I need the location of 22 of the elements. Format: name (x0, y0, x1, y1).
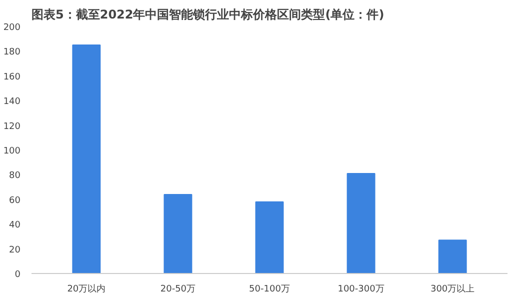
x-tick-label: 50-100万 (249, 284, 290, 294)
y-tick-label: 140 (3, 97, 21, 108)
y-tick-label: 200 (3, 23, 21, 33)
bar (255, 201, 284, 274)
x-tick-label: 20万以内 (67, 284, 106, 294)
chart-title: 图表5：截至2022年中国智能锁行业中标价格区间类型(单位：件) (32, 8, 384, 22)
x-tick-label: 300万以上 (430, 284, 475, 294)
y-tick-label: 100 (3, 146, 21, 156)
y-tick-label: 160 (3, 72, 21, 82)
y-tick-label: 0 (14, 270, 21, 280)
y-tick-label: 40 (9, 220, 21, 231)
y-tick-label: 180 (3, 48, 21, 58)
bar (438, 240, 467, 274)
bar (346, 172, 376, 274)
y-tick-label: 120 (3, 122, 21, 132)
x-tick-label: 100-300万 (338, 284, 384, 294)
bar (164, 194, 192, 274)
y-tick-label: 20 (9, 245, 21, 256)
x-tick-label: 20-50万 (160, 284, 196, 294)
y-tick-label: 80 (9, 171, 21, 182)
y-tick-label: 60 (9, 196, 21, 206)
bar (72, 44, 101, 274)
